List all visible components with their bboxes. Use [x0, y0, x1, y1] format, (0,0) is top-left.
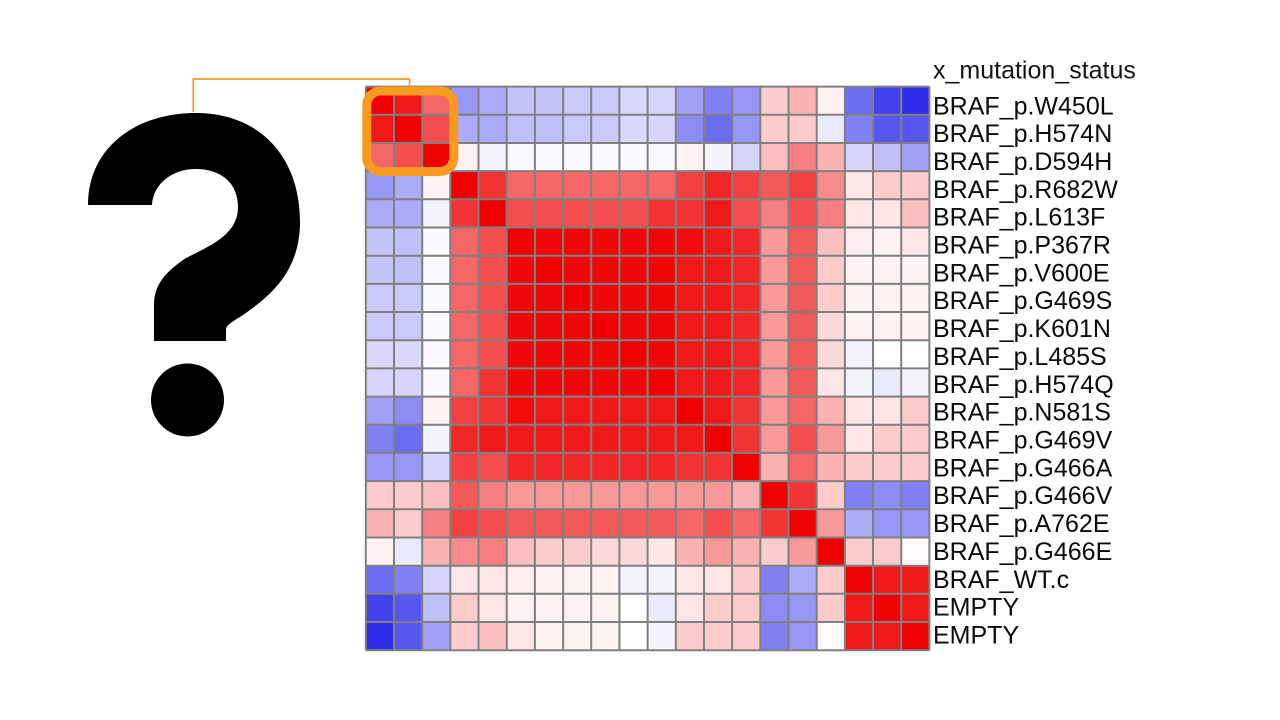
svg-text:BRAF_p.L613F: BRAF_p.L613F [933, 204, 1105, 232]
svg-text:BRAF_p.G466A: BRAF_p.G466A [933, 454, 1113, 482]
svg-text:BRAF_WT.c: BRAF_WT.c [933, 566, 1069, 594]
svg-text:BRAF_p.H574N: BRAF_p.H574N [933, 120, 1112, 148]
svg-text:BRAF_p.K601N: BRAF_p.K601N [933, 315, 1111, 343]
svg-text:x_mutation_status: x_mutation_status [933, 56, 1136, 84]
svg-text:BRAF_p.P367R: BRAF_p.P367R [933, 232, 1111, 260]
svg-text:BRAF_p.G469V: BRAF_p.G469V [933, 427, 1113, 455]
svg-text:BRAF_p.V600E: BRAF_p.V600E [933, 259, 1110, 287]
svg-text:BRAF_p.G466V: BRAF_p.G466V [933, 482, 1113, 510]
svg-text:BRAF_p.A762E: BRAF_p.A762E [933, 510, 1110, 538]
svg-text:BRAF_p.N581S: BRAF_p.N581S [933, 399, 1111, 427]
svg-text:EMPTY: EMPTY [933, 594, 1019, 622]
svg-text:BRAF_p.L485S: BRAF_p.L485S [933, 343, 1107, 371]
svg-text:BRAF_p.G466E: BRAF_p.G466E [933, 538, 1112, 566]
svg-text:BRAF_p.D594H: BRAF_p.D594H [933, 148, 1112, 176]
svg-text:BRAF_p.R682W: BRAF_p.R682W [933, 176, 1118, 204]
svg-text:BRAF_p.H574Q: BRAF_p.H574Q [933, 371, 1114, 399]
svg-text:BRAF_p.G469S: BRAF_p.G469S [933, 287, 1112, 315]
svg-text:EMPTY: EMPTY [933, 621, 1019, 649]
svg-text:BRAF_p.W450L: BRAF_p.W450L [933, 92, 1114, 120]
